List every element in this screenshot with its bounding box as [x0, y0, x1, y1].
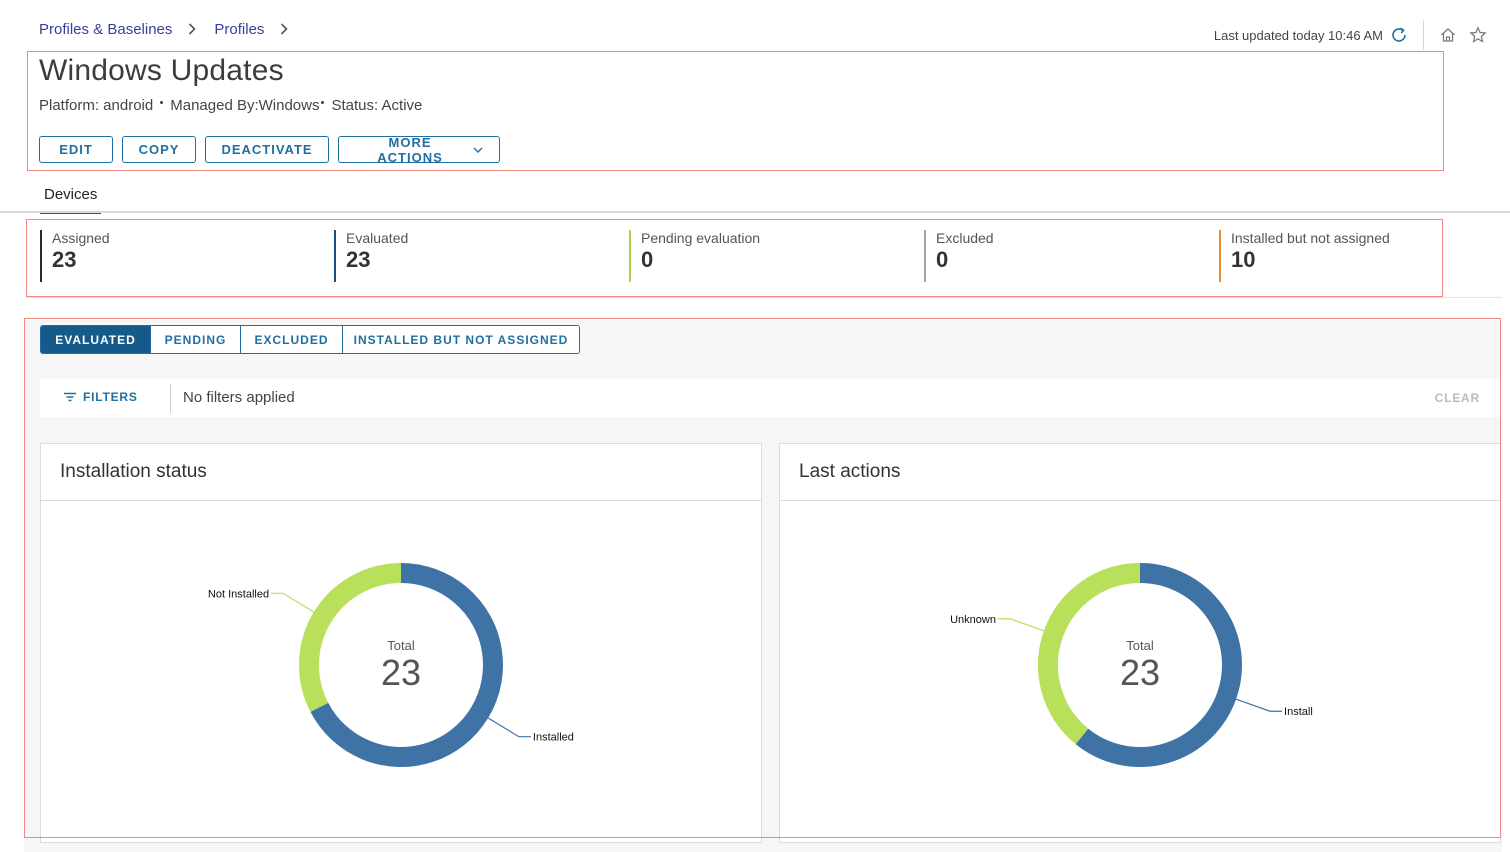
stat-label: Excluded — [936, 230, 994, 246]
donut-slice-install[interactable] — [1075, 563, 1242, 767]
stat-value: 0 — [936, 247, 949, 272]
card-title: Installation status — [60, 461, 207, 482]
donut-slice-not-installed[interactable] — [299, 563, 402, 712]
stat-excluded[interactable]: Excluded 0 — [924, 230, 994, 282]
tab-divider — [0, 211, 1510, 213]
leader-line — [271, 592, 315, 613]
slice-label: Unknown — [950, 614, 996, 626]
stat-label: Pending evaluation — [641, 230, 761, 246]
platform-text: Platform: android — [39, 97, 154, 114]
filter-icon — [64, 392, 76, 402]
profile-meta: Platform: android Managed By:Windows Statu… — [39, 97, 422, 114]
filter-bar: FILTERS No filters applied CLEAR — [40, 379, 1502, 417]
star-icon[interactable] — [1468, 25, 1488, 45]
home-icon[interactable] — [1438, 25, 1458, 45]
segment-installed-not-assigned[interactable]: INSTALLED BUT NOT ASSIGNED — [343, 326, 579, 353]
donut-center-label: Total — [1126, 638, 1154, 653]
stat-value: 23 — [52, 247, 77, 272]
leader-line — [487, 717, 531, 738]
card-title: Last actions — [799, 461, 901, 482]
managed-by-text: Managed By:Windows — [170, 97, 320, 114]
last-actions-card: Last actions Install Unknown Total 23 — [779, 443, 1501, 843]
stat-evaluated[interactable]: Evaluated 23 — [334, 230, 408, 282]
tab-bar: Devices — [40, 186, 102, 214]
segment-pending[interactable]: PENDING — [151, 326, 241, 353]
breadcrumb: Profiles & Baselines Profiles — [39, 21, 306, 38]
separator-dot — [160, 101, 164, 104]
stat-bar — [40, 230, 42, 282]
header-tools: Last updated today 10:46 AM — [1214, 20, 1488, 50]
breadcrumb-profiles[interactable]: Profiles — [214, 21, 265, 38]
stat-assigned[interactable]: Assigned 23 — [40, 230, 110, 282]
donut-center-value: 23 — [381, 652, 421, 693]
stat-bar — [1219, 230, 1221, 282]
slice-label: Install — [1284, 706, 1313, 718]
device-stats: Assigned 23 Evaluated 23 Pending evaluat… — [38, 228, 1438, 288]
action-bar: EDIT COPY DEACTIVATE MORE ACTIONS — [39, 134, 500, 165]
donut-slice-installed[interactable] — [310, 563, 503, 767]
results-panel: EVALUATED PENDING EXCLUDED INSTALLED BUT… — [24, 320, 1502, 852]
card-divider — [780, 500, 1500, 501]
tab-devices[interactable]: Devices — [40, 186, 102, 214]
stat-label: Assigned — [52, 230, 110, 246]
copy-button[interactable]: COPY — [122, 136, 196, 163]
stat-pending-evaluation[interactable]: Pending evaluation 0 — [629, 230, 760, 282]
more-actions-label: MORE ACTIONS — [377, 134, 443, 165]
stat-value: 0 — [641, 247, 654, 272]
divider — [170, 384, 171, 413]
breadcrumb-profiles-baselines[interactable]: Profiles & Baselines — [39, 21, 173, 38]
page-title: Windows Updates — [39, 54, 284, 87]
chevron-right-icon — [188, 22, 197, 38]
stat-installed-not-assigned[interactable]: Installed but not assigned 10 — [1219, 230, 1390, 282]
divider — [26, 297, 1502, 298]
last-updated-text: Last updated today 10:46 AM — [1213, 27, 1383, 43]
separator-dot — [321, 101, 325, 104]
clear-filters-button[interactable]: CLEAR — [1434, 391, 1480, 405]
leader-line — [997, 618, 1045, 632]
result-segment-control: EVALUATED PENDING EXCLUDED INSTALLED BUT… — [40, 325, 580, 354]
leader-line — [1235, 698, 1283, 712]
stat-bar — [334, 230, 336, 282]
segment-excluded[interactable]: EXCLUDED — [241, 326, 343, 353]
refresh-icon[interactable] — [1389, 25, 1409, 45]
donut-slice-unknown[interactable] — [1038, 563, 1141, 745]
chevron-right-icon — [280, 22, 289, 38]
filters-button[interactable]: FILTERS — [63, 390, 138, 404]
stat-bar — [924, 230, 926, 282]
slice-label: Installed — [533, 732, 574, 744]
chevron-down-icon — [473, 142, 483, 157]
donut-center-label: Total — [387, 638, 415, 653]
installation-status-card: Installation status Installed Not Install… — [40, 443, 762, 843]
slice-label: Not Installed — [208, 588, 269, 600]
deactivate-button[interactable]: DEACTIVATE — [205, 136, 329, 163]
stat-label: Installed but not assigned — [1231, 230, 1390, 246]
stat-value: 23 — [346, 247, 371, 272]
stat-bar — [629, 230, 631, 282]
stat-label: Evaluated — [346, 230, 409, 246]
stat-value: 10 — [1231, 247, 1256, 272]
divider — [1423, 20, 1424, 50]
more-actions-button[interactable]: MORE ACTIONS — [338, 134, 500, 165]
edit-button[interactable]: EDIT — [39, 136, 113, 163]
filters-label: FILTERS — [83, 390, 138, 404]
donut-center-value: 23 — [1120, 652, 1160, 693]
segment-evaluated[interactable]: EVALUATED — [41, 326, 151, 353]
filter-status-text: No filters applied — [183, 389, 295, 406]
status-text: Status: Active — [331, 97, 423, 114]
card-divider — [41, 500, 761, 501]
